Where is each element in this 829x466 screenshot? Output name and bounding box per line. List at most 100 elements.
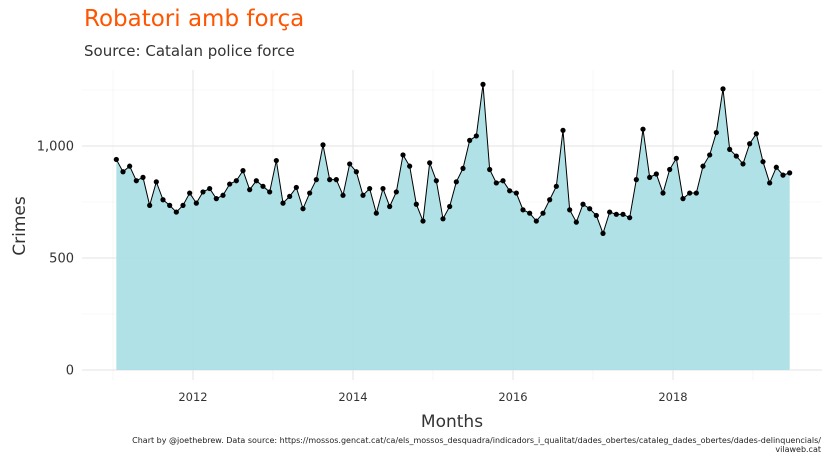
- data-point: [620, 211, 626, 217]
- data-point: [520, 207, 526, 213]
- data-point: [447, 203, 453, 210]
- data-point: [747, 141, 753, 147]
- data-point: [420, 218, 426, 224]
- data-point: [313, 177, 319, 183]
- y-tick-label: 0: [66, 364, 74, 379]
- data-point: [767, 180, 773, 186]
- chart-subtitle: Source: Catalan police force: [84, 42, 295, 60]
- x-tick-label: 2014: [338, 390, 367, 404]
- data-point: [207, 185, 213, 192]
- series-area: [116, 84, 790, 371]
- data-point: [273, 157, 279, 164]
- data-point: [333, 177, 339, 183]
- data-point: [127, 163, 133, 169]
- data-point: [473, 133, 479, 139]
- data-point: [567, 207, 573, 213]
- data-point: [453, 179, 459, 185]
- data-point: [380, 185, 386, 192]
- data-point: [500, 178, 506, 184]
- data-point: [780, 172, 786, 178]
- y-tick-label: 500: [49, 252, 74, 267]
- data-point: [700, 163, 706, 169]
- data-point: [760, 159, 766, 165]
- data-point: [413, 201, 419, 207]
- data-point: [340, 192, 346, 198]
- data-point: [533, 218, 539, 224]
- data-point: [353, 169, 359, 175]
- data-point: [267, 189, 273, 195]
- data-point: [320, 142, 326, 148]
- data-point: [360, 192, 366, 198]
- data-point: [580, 201, 586, 207]
- data-point: [167, 202, 173, 208]
- data-point: [573, 219, 579, 225]
- data-point: [433, 178, 439, 184]
- data-point: [753, 131, 759, 137]
- data-point: [387, 203, 393, 210]
- data-point: [260, 183, 266, 189]
- data-point: [133, 178, 139, 184]
- data-point: [693, 190, 699, 196]
- data-point: [547, 197, 553, 203]
- data-point: [713, 129, 719, 136]
- data-point: [427, 160, 433, 166]
- data-point: [287, 193, 293, 199]
- data-point: [460, 165, 466, 171]
- data-point: [667, 166, 673, 173]
- data-point: [487, 166, 493, 173]
- data-point: [240, 168, 246, 174]
- data-point: [513, 190, 519, 196]
- data-point: [193, 200, 199, 206]
- data-point: [733, 153, 739, 159]
- data-point: [200, 189, 206, 195]
- data-point: [467, 137, 473, 143]
- data-point: [247, 187, 253, 193]
- data-point: [227, 181, 233, 187]
- data-point: [147, 202, 153, 208]
- data-point: [233, 178, 239, 184]
- data-point: [527, 210, 533, 216]
- data-points: [113, 81, 793, 236]
- data-point: [327, 177, 333, 183]
- data-point: [540, 210, 546, 216]
- data-point: [653, 171, 659, 177]
- data-point: [293, 184, 299, 191]
- data-point: [727, 146, 733, 152]
- data-point: [560, 127, 566, 133]
- data-point: [400, 152, 406, 158]
- x-tick-label: 2016: [498, 390, 527, 404]
- data-point: [173, 209, 179, 215]
- data-point: [720, 86, 726, 92]
- data-point: [593, 212, 599, 219]
- x-tick-label: 2012: [178, 390, 207, 404]
- data-point: [253, 178, 259, 184]
- x-tick-label: 2018: [658, 390, 687, 404]
- data-point: [480, 81, 486, 87]
- data-point: [220, 192, 226, 198]
- chart-title: Robatori amb força: [84, 6, 305, 32]
- data-point: [367, 185, 373, 192]
- data-point: [393, 189, 399, 195]
- data-point: [440, 216, 446, 222]
- data-point: [607, 209, 613, 215]
- y-tick-label: 1,000: [37, 140, 74, 155]
- data-point: [553, 183, 559, 189]
- data-point: [633, 177, 639, 183]
- data-point: [507, 188, 513, 194]
- data-point: [740, 161, 746, 167]
- data-point: [613, 211, 619, 217]
- data-point: [660, 190, 666, 196]
- data-point: [707, 152, 713, 158]
- y-axis-label: Crimes: [10, 196, 30, 256]
- data-point: [687, 190, 693, 196]
- data-point: [213, 196, 219, 202]
- data-point: [347, 161, 353, 167]
- chart-caption: Chart by @joethebrew. Data source: https…: [81, 436, 821, 454]
- data-point: [280, 200, 286, 206]
- axis-ticks: 0 500 1,000 2012 2014 2016 2018: [37, 140, 688, 405]
- data-point: [587, 206, 593, 212]
- data-point: [140, 174, 146, 180]
- data-point: [493, 180, 499, 186]
- data-point: [647, 174, 653, 180]
